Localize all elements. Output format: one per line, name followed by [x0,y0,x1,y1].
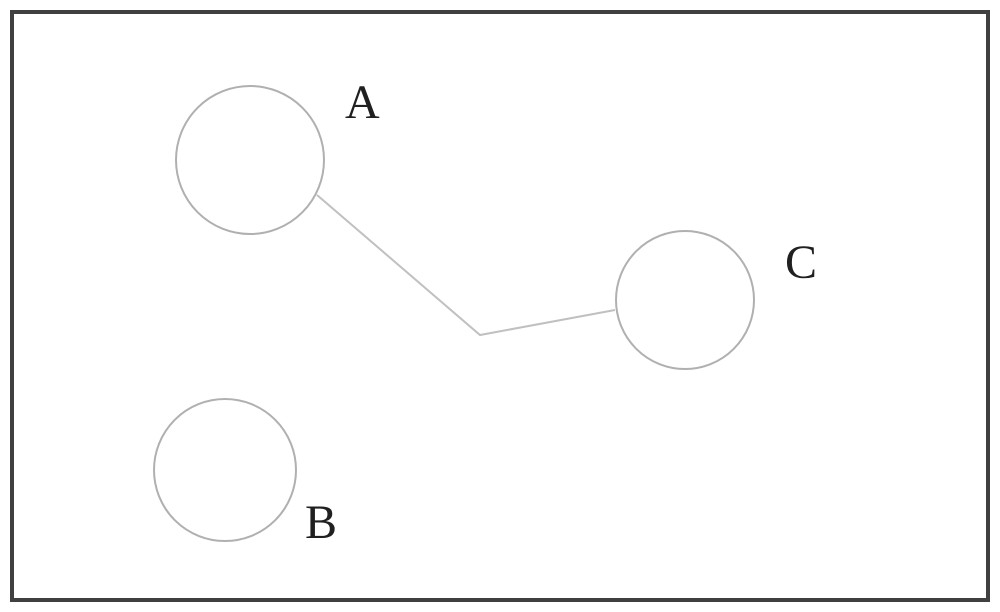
node-label-A: A [345,75,380,130]
node-C [615,230,755,370]
node-label-B: B [305,495,337,550]
node-label-C: C [785,235,817,290]
outer-frame [10,10,990,602]
node-B [153,398,297,542]
node-A [175,85,325,235]
